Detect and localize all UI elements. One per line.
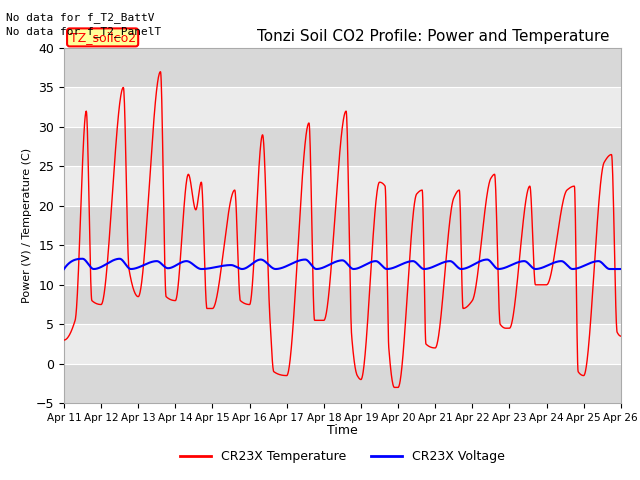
X-axis label: Time: Time: [327, 424, 358, 437]
Y-axis label: Power (V) / Temperature (C): Power (V) / Temperature (C): [22, 148, 31, 303]
Bar: [64, 324, 621, 364]
Bar: [64, 206, 621, 245]
Bar: [64, 285, 621, 324]
Text: TZ_soilco2: TZ_soilco2: [70, 31, 136, 44]
Bar: [64, 48, 621, 87]
Text: No data for f_T2_PanelT: No data for f_T2_PanelT: [6, 26, 162, 37]
Legend: CR23X Temperature, CR23X Voltage: CR23X Temperature, CR23X Voltage: [175, 445, 510, 468]
Text: Tonzi Soil CO2 Profile: Power and Temperature: Tonzi Soil CO2 Profile: Power and Temper…: [257, 29, 610, 44]
Bar: [64, 167, 621, 206]
Bar: [64, 87, 621, 127]
Bar: [64, 364, 621, 403]
Bar: [64, 127, 621, 167]
Text: No data for f_T2_BattV: No data for f_T2_BattV: [6, 12, 155, 23]
Bar: [64, 245, 621, 285]
